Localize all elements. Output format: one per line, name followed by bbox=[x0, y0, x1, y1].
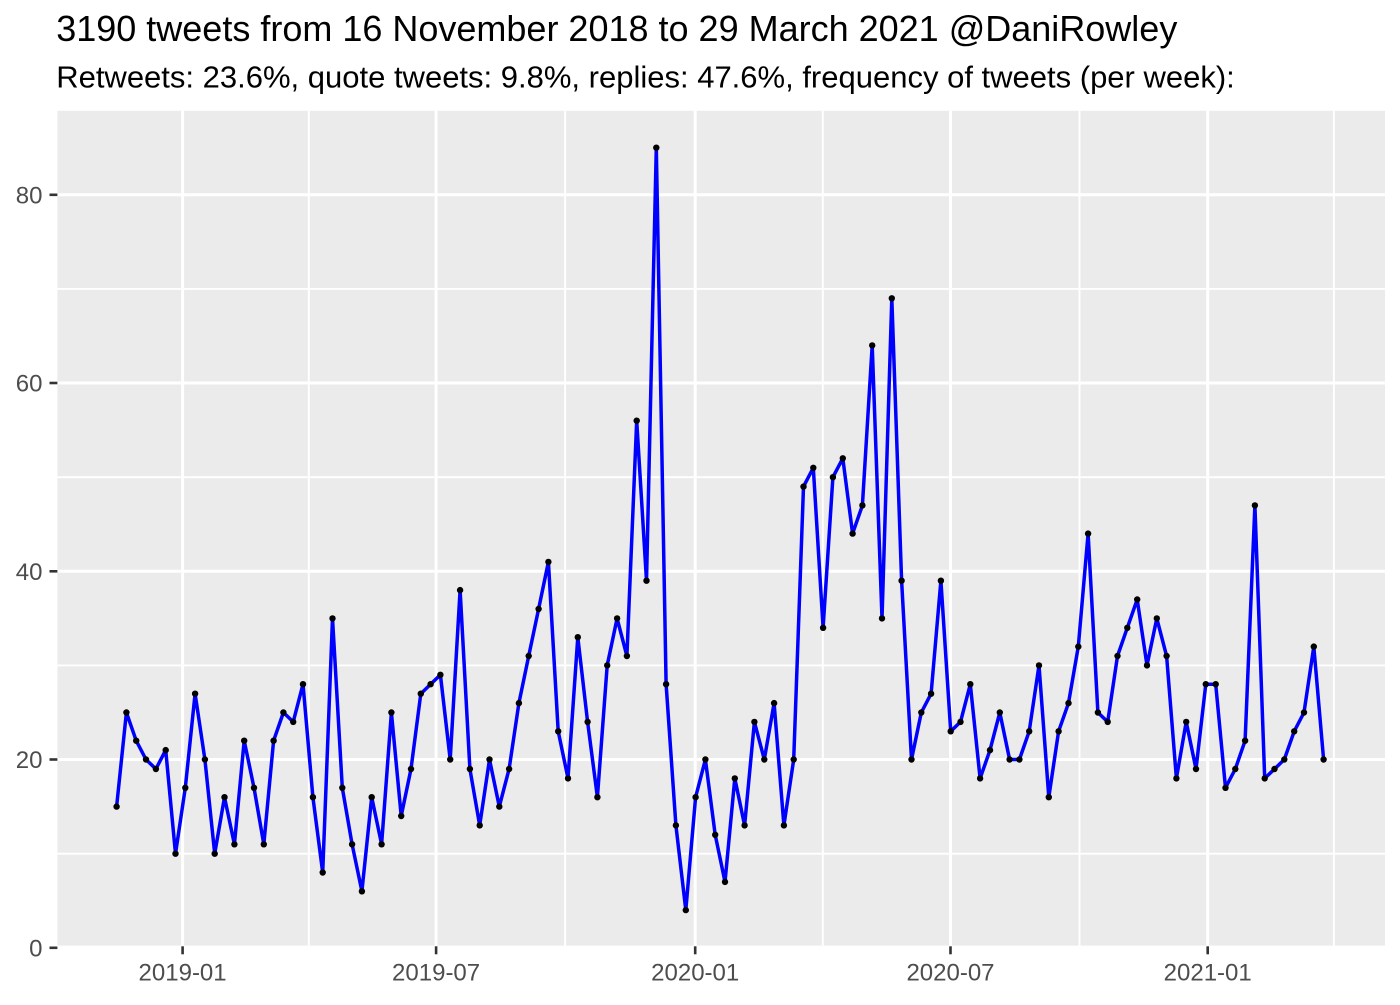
svg-text:2020-07: 2020-07 bbox=[906, 960, 994, 987]
svg-text:2020-01: 2020-01 bbox=[651, 960, 739, 987]
svg-text:Retweets: 23.6%, quote tweets:: Retweets: 23.6%, quote tweets: 9.8%, rep… bbox=[56, 59, 1235, 94]
svg-text:2019-01: 2019-01 bbox=[139, 960, 227, 987]
svg-text:0: 0 bbox=[29, 935, 42, 962]
svg-text:20: 20 bbox=[16, 747, 43, 774]
svg-text:2021-01: 2021-01 bbox=[1164, 960, 1252, 987]
svg-text:2019-07: 2019-07 bbox=[392, 960, 480, 987]
svg-text:40: 40 bbox=[16, 559, 43, 586]
svg-text:80: 80 bbox=[16, 182, 43, 209]
svg-text:3190 tweets from 16 November 2: 3190 tweets from 16 November 2018 to 29 … bbox=[56, 8, 1177, 49]
svg-text:60: 60 bbox=[16, 371, 43, 398]
